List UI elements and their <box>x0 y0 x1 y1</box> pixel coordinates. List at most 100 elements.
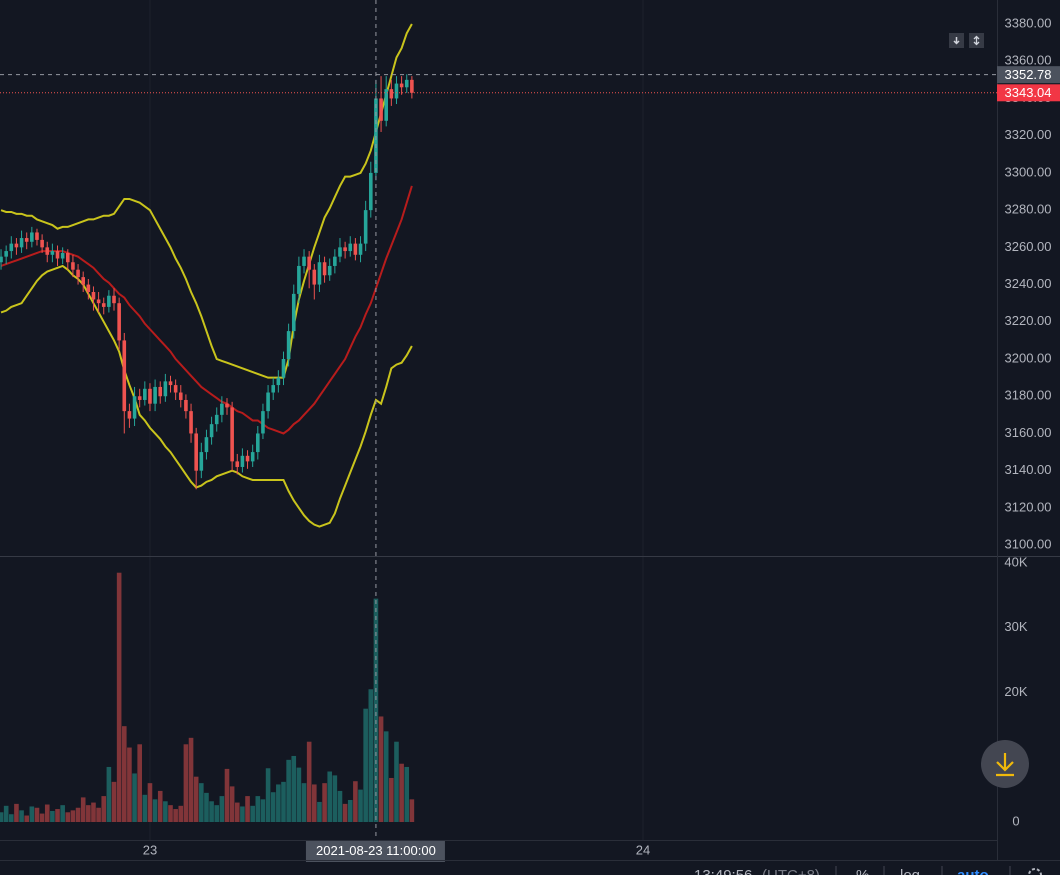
candle-body <box>333 256 337 266</box>
candles <box>0 74 414 490</box>
status-time: 13:49:56 <box>694 867 752 875</box>
candle-body <box>35 232 39 240</box>
pane-buttons[interactable] <box>949 33 984 48</box>
volume-bar <box>24 815 30 822</box>
volume-bar <box>389 777 394 822</box>
volume-bar <box>363 708 368 822</box>
volume-bar <box>394 741 399 822</box>
volume-bar <box>121 726 127 822</box>
candle-body <box>194 433 198 471</box>
crosshair-time-label: 2021-08-23 11:00:00 <box>316 843 436 858</box>
volume-bar <box>317 801 322 822</box>
scroll-to-latest-button[interactable] <box>981 740 1029 788</box>
candle-body <box>158 386 163 397</box>
candle-body <box>71 262 75 270</box>
candle-body <box>45 247 50 255</box>
candle-body <box>363 210 368 244</box>
volume-bar <box>75 807 81 822</box>
y-tick-label: 3260.00 <box>1005 239 1052 254</box>
candle-body <box>225 403 229 408</box>
candle-body <box>384 89 389 121</box>
volume-bar <box>39 813 45 822</box>
candle-body <box>76 269 80 278</box>
y-tick-label: 3180.00 <box>1005 388 1052 403</box>
candle-body <box>4 251 8 257</box>
volume-bar <box>204 792 209 822</box>
candle-body <box>163 381 168 397</box>
auto-toggle[interactable]: auto <box>957 867 989 875</box>
volume-bar <box>368 689 374 822</box>
volume-bar <box>296 767 302 822</box>
volume-bar <box>50 810 55 822</box>
volume-bar <box>137 744 142 822</box>
pane-button-icon <box>953 37 960 45</box>
candle-body <box>178 392 183 400</box>
candle-body <box>307 256 311 270</box>
candle-body <box>286 331 291 360</box>
candle-body <box>338 247 342 257</box>
candle-body <box>19 238 24 248</box>
candle-body <box>276 377 281 386</box>
volume-bar <box>44 804 50 822</box>
candle-body <box>404 79 409 88</box>
volume-bar <box>168 805 173 822</box>
volume-bar <box>260 799 266 822</box>
candle-body <box>214 414 219 425</box>
volume-bar <box>70 810 76 822</box>
band-line <box>0 264 413 528</box>
volume-bar <box>101 796 107 822</box>
volume-bar <box>106 766 112 822</box>
volume-bar <box>378 716 384 822</box>
candle-body <box>394 83 399 99</box>
y-tick-label: 3280.00 <box>1005 202 1052 217</box>
y-tick-label: 3300.00 <box>1005 164 1052 179</box>
volume-bar <box>178 805 184 822</box>
y-tick-label: 3380.00 <box>1005 15 1052 30</box>
candle-body <box>132 396 137 419</box>
candle-body <box>50 251 55 255</box>
candle-body <box>143 388 147 400</box>
volume-bar <box>229 786 235 822</box>
candle-body <box>55 251 60 259</box>
volume-tick-label: 30K <box>1004 619 1027 634</box>
candle-body <box>368 172 373 211</box>
volumes <box>0 572 415 822</box>
volume-bar <box>157 790 163 822</box>
volume-tick-label: 0 <box>1012 813 1019 828</box>
volume-bar <box>245 796 250 822</box>
log-toggle[interactable]: log <box>900 867 920 875</box>
candle-body <box>261 411 265 434</box>
candle-body <box>204 437 209 453</box>
settings-icon[interactable] <box>1028 868 1042 875</box>
volume-bar <box>3 805 9 822</box>
crosshair-time-box <box>305 841 445 862</box>
volume-bar <box>86 805 91 822</box>
pane-button-icon <box>973 35 980 46</box>
candle-body <box>14 243 19 248</box>
volume-bar <box>250 805 255 822</box>
candle-body <box>107 295 111 307</box>
candle-body <box>410 79 414 93</box>
candle-body <box>199 452 204 471</box>
volume-bar <box>286 759 291 822</box>
x-tick-label: 24 <box>636 842 650 857</box>
candle-body <box>0 256 3 263</box>
candle-body <box>24 238 29 242</box>
candle-body <box>266 392 270 412</box>
volume-bar <box>373 598 379 822</box>
candle-body <box>389 89 394 99</box>
volume-bar <box>173 809 178 822</box>
volume-bar <box>306 741 312 822</box>
percent-toggle[interactable]: % <box>856 867 869 875</box>
volume-bar <box>183 744 189 822</box>
volume-bar <box>142 794 148 822</box>
volume-bar <box>193 776 199 822</box>
candle-body <box>256 433 260 453</box>
volume-bar <box>327 771 333 822</box>
candle-body <box>353 243 358 255</box>
volume-bar <box>312 784 317 822</box>
y-tick-label: 3120.00 <box>1005 499 1052 514</box>
last-price-box <box>997 84 1060 102</box>
